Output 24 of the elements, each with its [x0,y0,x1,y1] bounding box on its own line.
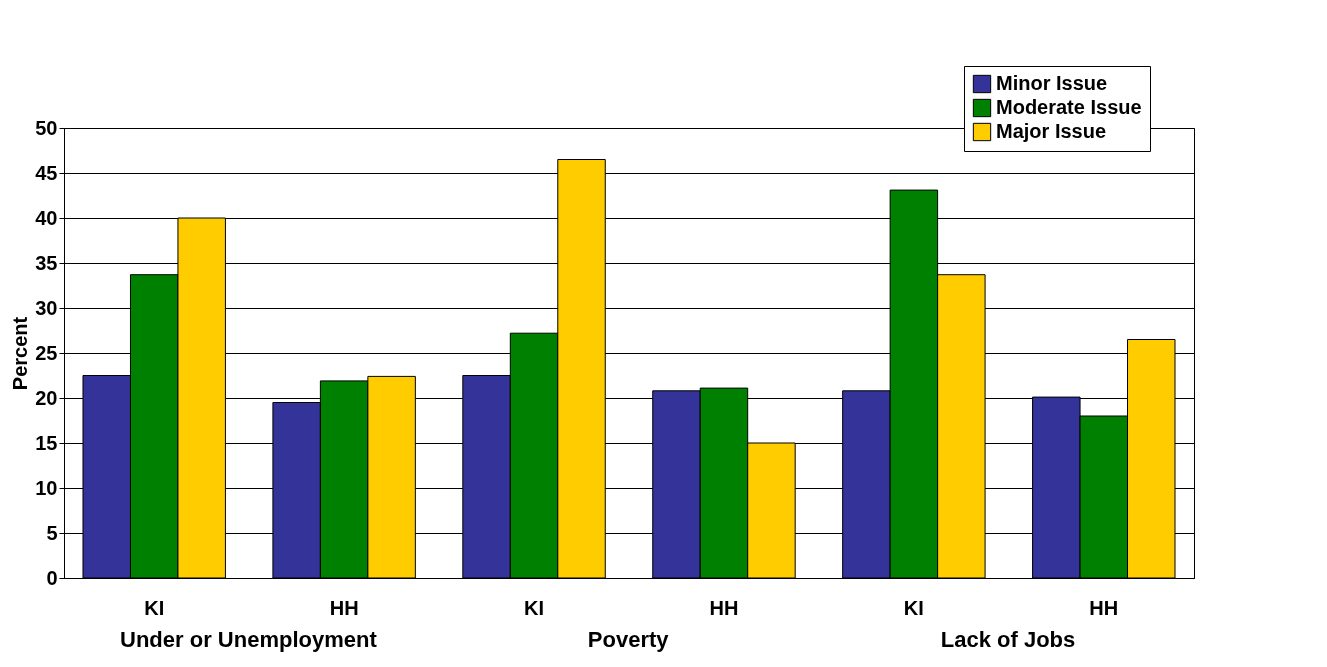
text: Under or Unemployment [120,627,378,652]
x-tick-label: HH [1089,596,1119,619]
y-tick-label: 0 [46,566,58,589]
x-tick-label: KI [524,596,545,619]
y-tick-label: 30 [35,296,58,319]
legend-label: Moderate Issue [996,96,1142,118]
y-tick-label: 40 [35,206,58,229]
y-tick-label: 20 [35,386,58,409]
legend-label: Major Issue [996,120,1107,142]
text: Poverty [587,627,670,652]
x-tick-label: HH [329,596,359,619]
x-tick-label: KI [903,596,924,619]
y-tick-label: 50 [35,116,58,139]
y-tick-label: 25 [35,341,58,364]
y-axis-title: Percent [9,316,32,391]
y-tick-label: 10 [35,476,58,499]
text: Lack of Jobs [940,627,1076,652]
legend-label: Minor Issue [996,72,1108,94]
x-tick-label: HH [709,596,739,619]
y-tick-label: 35 [35,251,58,274]
x-tick-label: KI [144,596,165,619]
y-tick-label: 45 [35,161,58,184]
y-tick-label: 15 [35,431,58,454]
y-tick-label: 5 [46,521,58,544]
